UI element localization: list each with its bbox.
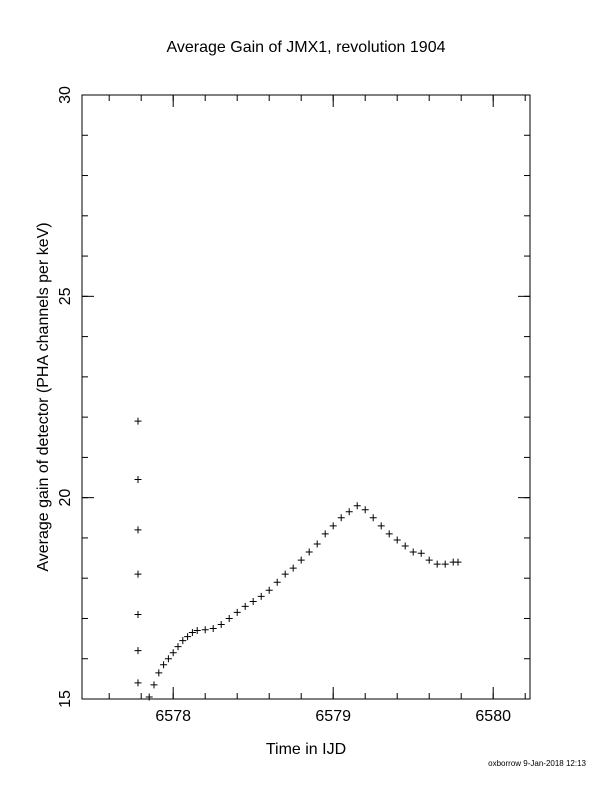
data-point	[417, 549, 425, 557]
y-tick-label: 30	[57, 86, 74, 104]
data-point	[425, 556, 433, 564]
data-point	[241, 602, 249, 610]
data-point	[361, 506, 369, 514]
y-tick-label: 15	[57, 690, 74, 708]
data-point	[273, 578, 281, 586]
y-tick-label: 20	[57, 489, 74, 507]
x-axis-label: Time in IJD	[266, 741, 346, 758]
data-points	[134, 417, 462, 701]
data-point	[209, 625, 217, 633]
data-point	[233, 608, 241, 616]
plot-area: 6578 6579 6580 15 20 25 30	[57, 86, 531, 725]
data-point	[401, 542, 409, 550]
data-point	[188, 629, 196, 637]
data-point	[134, 570, 142, 578]
data-point	[433, 560, 441, 568]
data-point	[150, 681, 158, 689]
data-point	[265, 586, 273, 594]
data-point	[441, 560, 449, 568]
data-point	[217, 621, 225, 629]
data-point	[313, 540, 321, 548]
data-point	[281, 570, 289, 578]
data-point	[393, 536, 401, 544]
data-point	[345, 508, 353, 516]
data-point	[179, 637, 187, 645]
data-point	[297, 556, 305, 564]
data-point	[134, 476, 142, 484]
data-point	[337, 514, 345, 522]
data-point	[369, 514, 377, 522]
data-point	[329, 522, 337, 530]
x-tick-label: 6580	[475, 708, 511, 725]
y-axis-label: Average gain of detector (PHA channels p…	[35, 222, 52, 571]
data-point	[134, 679, 142, 687]
data-point	[321, 530, 329, 538]
footer-credit: oxborrow 9-Jan-2018 12:13	[488, 759, 586, 768]
data-point	[454, 558, 462, 566]
data-point	[377, 522, 385, 530]
data-point	[289, 564, 297, 572]
data-point	[193, 627, 201, 635]
axis-ticks	[82, 94, 530, 700]
x-tick-label: 6578	[155, 708, 191, 725]
data-point	[169, 649, 177, 657]
data-point	[305, 548, 313, 556]
plot-frame	[81, 94, 531, 700]
data-point	[134, 647, 142, 655]
y-tick-label: 25	[57, 287, 74, 305]
x-tick-label: 6579	[315, 708, 351, 725]
data-point	[164, 655, 172, 663]
data-point	[134, 417, 142, 425]
data-point	[353, 502, 361, 510]
data-point	[225, 614, 233, 622]
axis-tick-labels: 6578 6579 6580 15 20 25 30	[57, 86, 511, 725]
data-point	[160, 661, 168, 669]
data-point	[134, 610, 142, 618]
data-point	[201, 626, 209, 634]
chart-title: Average Gain of JMX1, revolution 1904	[167, 39, 446, 56]
data-point	[134, 526, 142, 534]
data-point	[174, 643, 182, 651]
data-point	[249, 598, 257, 606]
data-point	[257, 592, 265, 600]
data-point	[409, 548, 417, 556]
data-point	[155, 669, 163, 677]
data-point	[385, 530, 393, 538]
data-point	[145, 693, 153, 701]
data-point	[184, 633, 192, 641]
